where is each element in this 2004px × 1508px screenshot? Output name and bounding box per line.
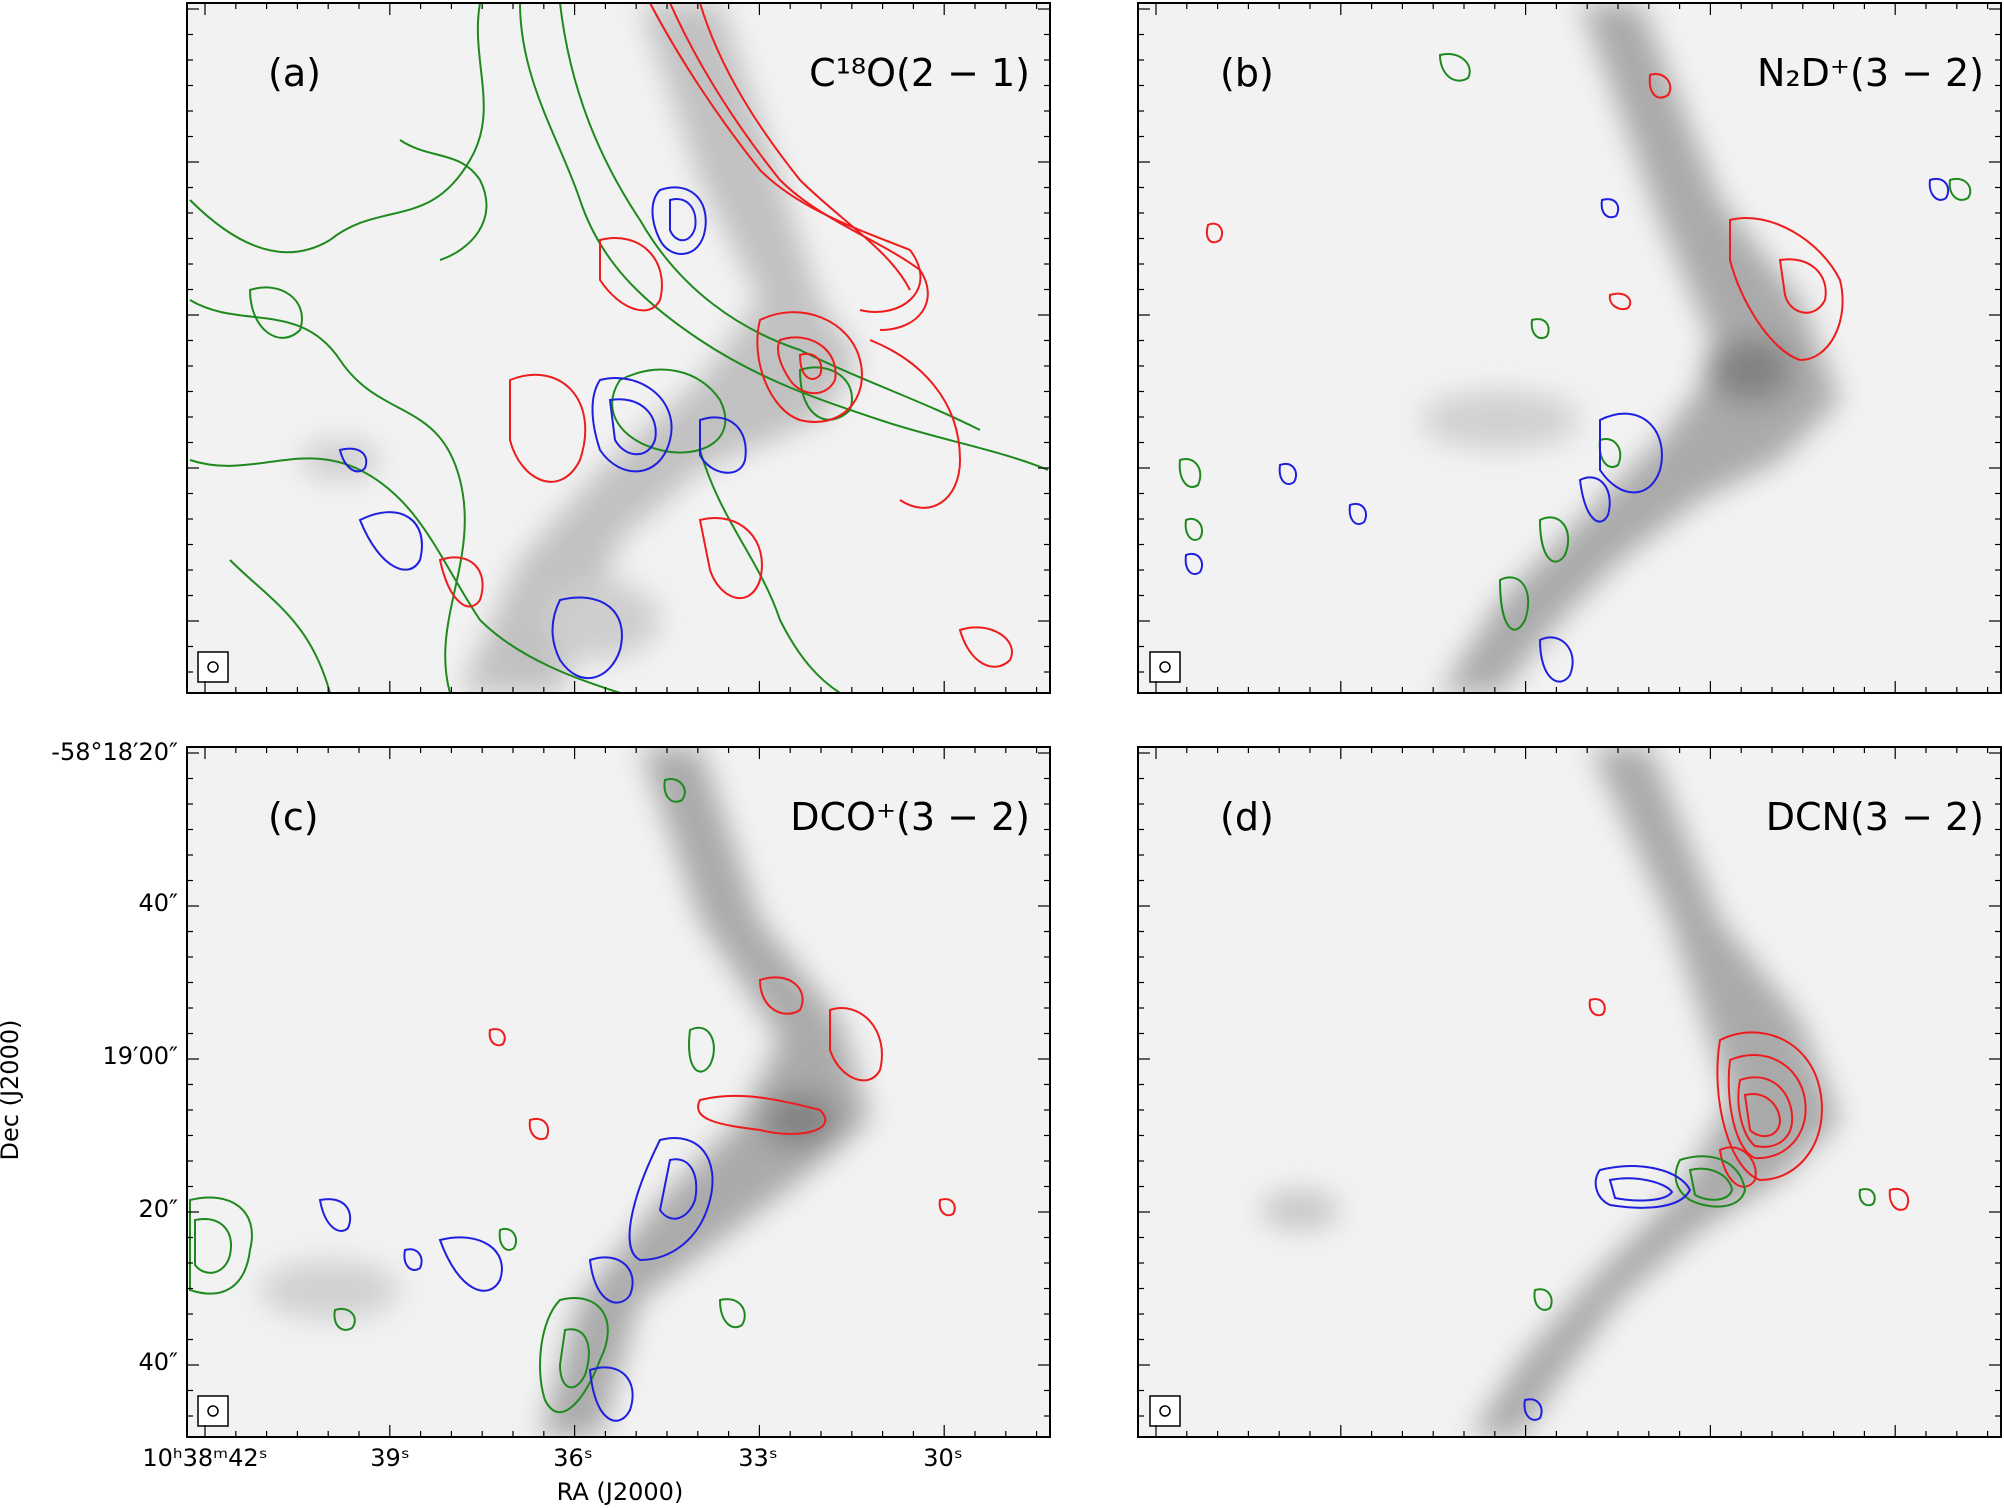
y-tick-label: 40″	[138, 889, 178, 917]
x-tick-label: 33ˢ	[738, 1444, 778, 1472]
panel-a-molecule: C¹⁸O(2 − 1)	[809, 51, 1030, 95]
panel-c: (c) DCO⁺(3 − 2)	[186, 746, 1051, 1438]
panel-d-molecule: DCN(3 − 2)	[1766, 795, 1984, 839]
panel-b: (b) N₂D⁺(3 − 2)	[1137, 2, 2002, 694]
panel-b-molecule: N₂D⁺(3 − 2)	[1757, 51, 1984, 95]
panel-d-label: (d)	[1220, 795, 1274, 839]
x-tick-label: 39ˢ	[370, 1444, 410, 1472]
beam-ellipse	[207, 661, 219, 673]
x-tick-label: 36ˢ	[553, 1444, 593, 1472]
panel-c-map	[189, 747, 956, 1437]
panel-a: (a) C¹⁸O(2 − 1)	[186, 2, 1051, 694]
beam-box	[1149, 651, 1181, 683]
beam-ellipse	[1159, 661, 1171, 673]
y-tick-label: -58°18′20″	[51, 738, 178, 766]
beam-box	[1149, 1395, 1181, 1427]
panel-c-label: (c)	[268, 795, 319, 839]
panel-a-map	[189, 3, 1049, 693]
tick-marks	[187, 3, 2001, 1437]
panel-b-map	[1178, 3, 1972, 693]
y-tick-label: 40″	[138, 1348, 178, 1376]
panel-a-label: (a)	[268, 51, 321, 95]
panel-b-label: (b)	[1220, 51, 1274, 95]
x-tick-label: 10ʰ38ᵐ42ˢ	[142, 1444, 267, 1472]
beam-ellipse	[1159, 1405, 1171, 1417]
x-tick-label: 30ˢ	[923, 1444, 963, 1472]
beam-box	[197, 651, 229, 683]
panel-c-molecule: DCO⁺(3 − 2)	[790, 795, 1030, 839]
panel-d: (d) DCN(3 − 2)	[1137, 746, 2002, 1438]
x-tick-labels: 10ʰ38ᵐ42ˢ 39ˢ 36ˢ 33ˢ 30ˢ	[142, 1444, 962, 1472]
y-axis-title: Dec (J2000)	[0, 1020, 24, 1161]
y-tick-label: 20″	[138, 1195, 178, 1223]
y-tick-label: 19′00″	[103, 1042, 179, 1070]
y-tick-labels: -58°18′20″ 40″ 19′00″ 20″ 40″	[51, 738, 178, 1376]
panel-d-map	[1260, 747, 1910, 1437]
x-axis-title: RA (J2000)	[557, 1478, 684, 1506]
beam-ellipse	[207, 1405, 219, 1417]
beam-box	[197, 1395, 229, 1427]
